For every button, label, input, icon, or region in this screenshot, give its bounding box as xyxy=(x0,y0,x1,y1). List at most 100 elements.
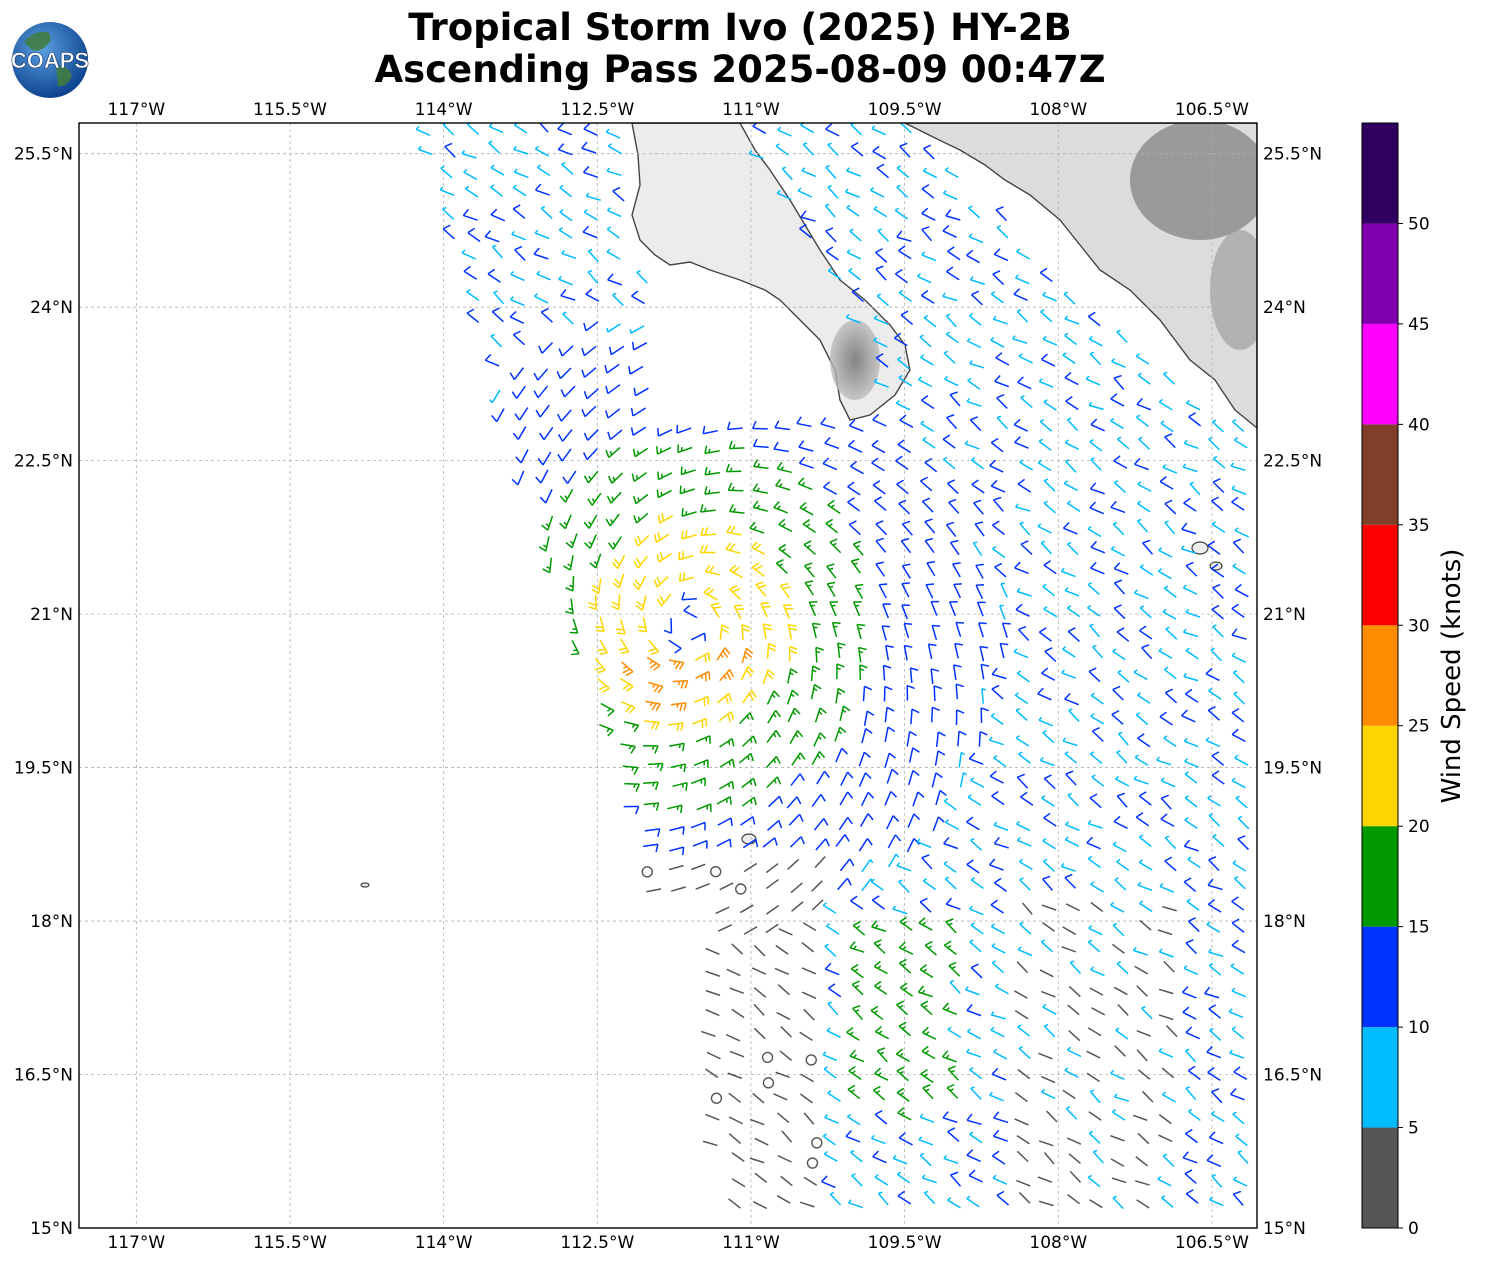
lat-tick-label-right: 16.5°N xyxy=(1263,1066,1322,1086)
wind-barb xyxy=(995,206,1008,222)
wind-barb xyxy=(1110,901,1125,913)
wind-barb xyxy=(1020,540,1033,555)
wind-barb xyxy=(1110,393,1125,407)
colorbar-tick-label: 40 xyxy=(1408,415,1430,435)
colorbar-bin xyxy=(1362,524,1398,626)
wind-barb xyxy=(1230,462,1246,472)
wind-barb xyxy=(587,269,599,284)
wind-barb xyxy=(1187,1108,1201,1122)
wind-barb xyxy=(1086,1072,1100,1083)
wind-barb xyxy=(607,429,623,441)
wind-barb xyxy=(861,859,874,873)
wind-barb xyxy=(1234,583,1249,598)
wind-barb xyxy=(1065,770,1077,786)
wind-barb xyxy=(849,228,862,242)
wind-barb xyxy=(1088,401,1104,411)
wind-barb xyxy=(837,877,852,891)
wind-barb xyxy=(799,501,814,516)
wind-barb xyxy=(1137,692,1151,704)
wind-barb xyxy=(1064,1067,1079,1078)
colorbar-tick-label: 35 xyxy=(1408,516,1430,536)
wind-barb xyxy=(835,834,850,848)
wind-barb xyxy=(1065,821,1080,832)
wind-barb xyxy=(945,918,957,934)
wind-barb xyxy=(996,415,1008,430)
wind-barb xyxy=(846,204,860,217)
wind-barb xyxy=(932,816,945,832)
wind-barb xyxy=(908,747,920,763)
wind-barb xyxy=(877,1191,889,1206)
wind-barb xyxy=(1014,1092,1028,1103)
wind-barb xyxy=(993,821,1009,832)
wind-barb xyxy=(1138,791,1152,806)
wind-barb xyxy=(1162,1153,1175,1168)
wind-barb xyxy=(840,771,854,786)
wind-barb xyxy=(1156,756,1172,766)
lon-tick-label-top: 114°W xyxy=(415,100,473,120)
wind-barb xyxy=(656,593,672,607)
wind-barb xyxy=(876,1047,888,1063)
wind-barb xyxy=(558,275,573,286)
wind-barb xyxy=(972,541,983,556)
wind-barb xyxy=(826,1027,841,1039)
wind-barb xyxy=(775,1071,790,1078)
wind-barb xyxy=(941,1050,957,1063)
wind-barb xyxy=(999,604,1006,620)
wind-barb xyxy=(1013,648,1029,659)
wind-barb xyxy=(510,296,525,307)
wind-barb xyxy=(558,227,573,239)
wind-barb xyxy=(733,604,745,620)
wind-barb xyxy=(539,488,553,504)
wind-barb xyxy=(631,290,645,305)
wind-barb xyxy=(942,1111,958,1124)
wind-barb xyxy=(787,707,801,723)
wind-barb xyxy=(1141,1005,1153,1020)
wind-barb xyxy=(1207,795,1221,807)
wind-barb xyxy=(1067,1194,1081,1205)
wind-barb xyxy=(896,1087,910,1103)
wind-barb xyxy=(643,781,659,791)
wind-barb xyxy=(975,584,985,600)
wind-barb-calm xyxy=(735,883,747,895)
wind-barb xyxy=(1138,436,1150,450)
wind-barb xyxy=(918,1136,934,1146)
wind-barb xyxy=(1064,439,1080,451)
wind-barb xyxy=(1019,459,1034,471)
wind-barb xyxy=(1042,291,1057,302)
wind-barb xyxy=(947,1026,962,1039)
wind-barb xyxy=(850,895,864,910)
wind-barb xyxy=(863,710,875,727)
wind-barb xyxy=(1090,901,1104,913)
wind-barb xyxy=(919,1152,932,1167)
wind-barb xyxy=(1112,648,1126,661)
wind-barb xyxy=(1231,652,1247,663)
wind-barb xyxy=(930,600,940,616)
wind-barb xyxy=(996,1190,1010,1206)
wind-barb xyxy=(597,678,610,693)
wind-barb xyxy=(847,439,863,453)
wind-barb xyxy=(859,664,868,680)
wind-barb xyxy=(556,367,572,380)
wind-barb xyxy=(1159,476,1174,490)
wind-barb xyxy=(606,323,621,333)
wind-barb xyxy=(633,387,649,397)
wind-barb xyxy=(872,413,887,427)
wind-barb xyxy=(968,205,981,219)
wind-barb xyxy=(1090,881,1104,893)
wind-barb xyxy=(968,233,984,244)
wind-barb xyxy=(1092,1149,1104,1164)
wind-barb xyxy=(562,470,577,484)
wind-barb xyxy=(1183,497,1197,512)
wind-barb xyxy=(966,397,982,407)
wind-barb xyxy=(1087,582,1100,596)
wind-barb xyxy=(991,1150,1006,1165)
wind-barb xyxy=(1090,457,1102,471)
wind-barb xyxy=(1041,904,1057,911)
wind-barb xyxy=(870,878,884,891)
wind-barb xyxy=(718,711,735,723)
wind-barb xyxy=(903,622,913,639)
wind-barb xyxy=(719,624,730,640)
wind-barb xyxy=(565,598,574,615)
wind-barb xyxy=(1087,855,1101,869)
wind-barb xyxy=(1039,756,1055,767)
